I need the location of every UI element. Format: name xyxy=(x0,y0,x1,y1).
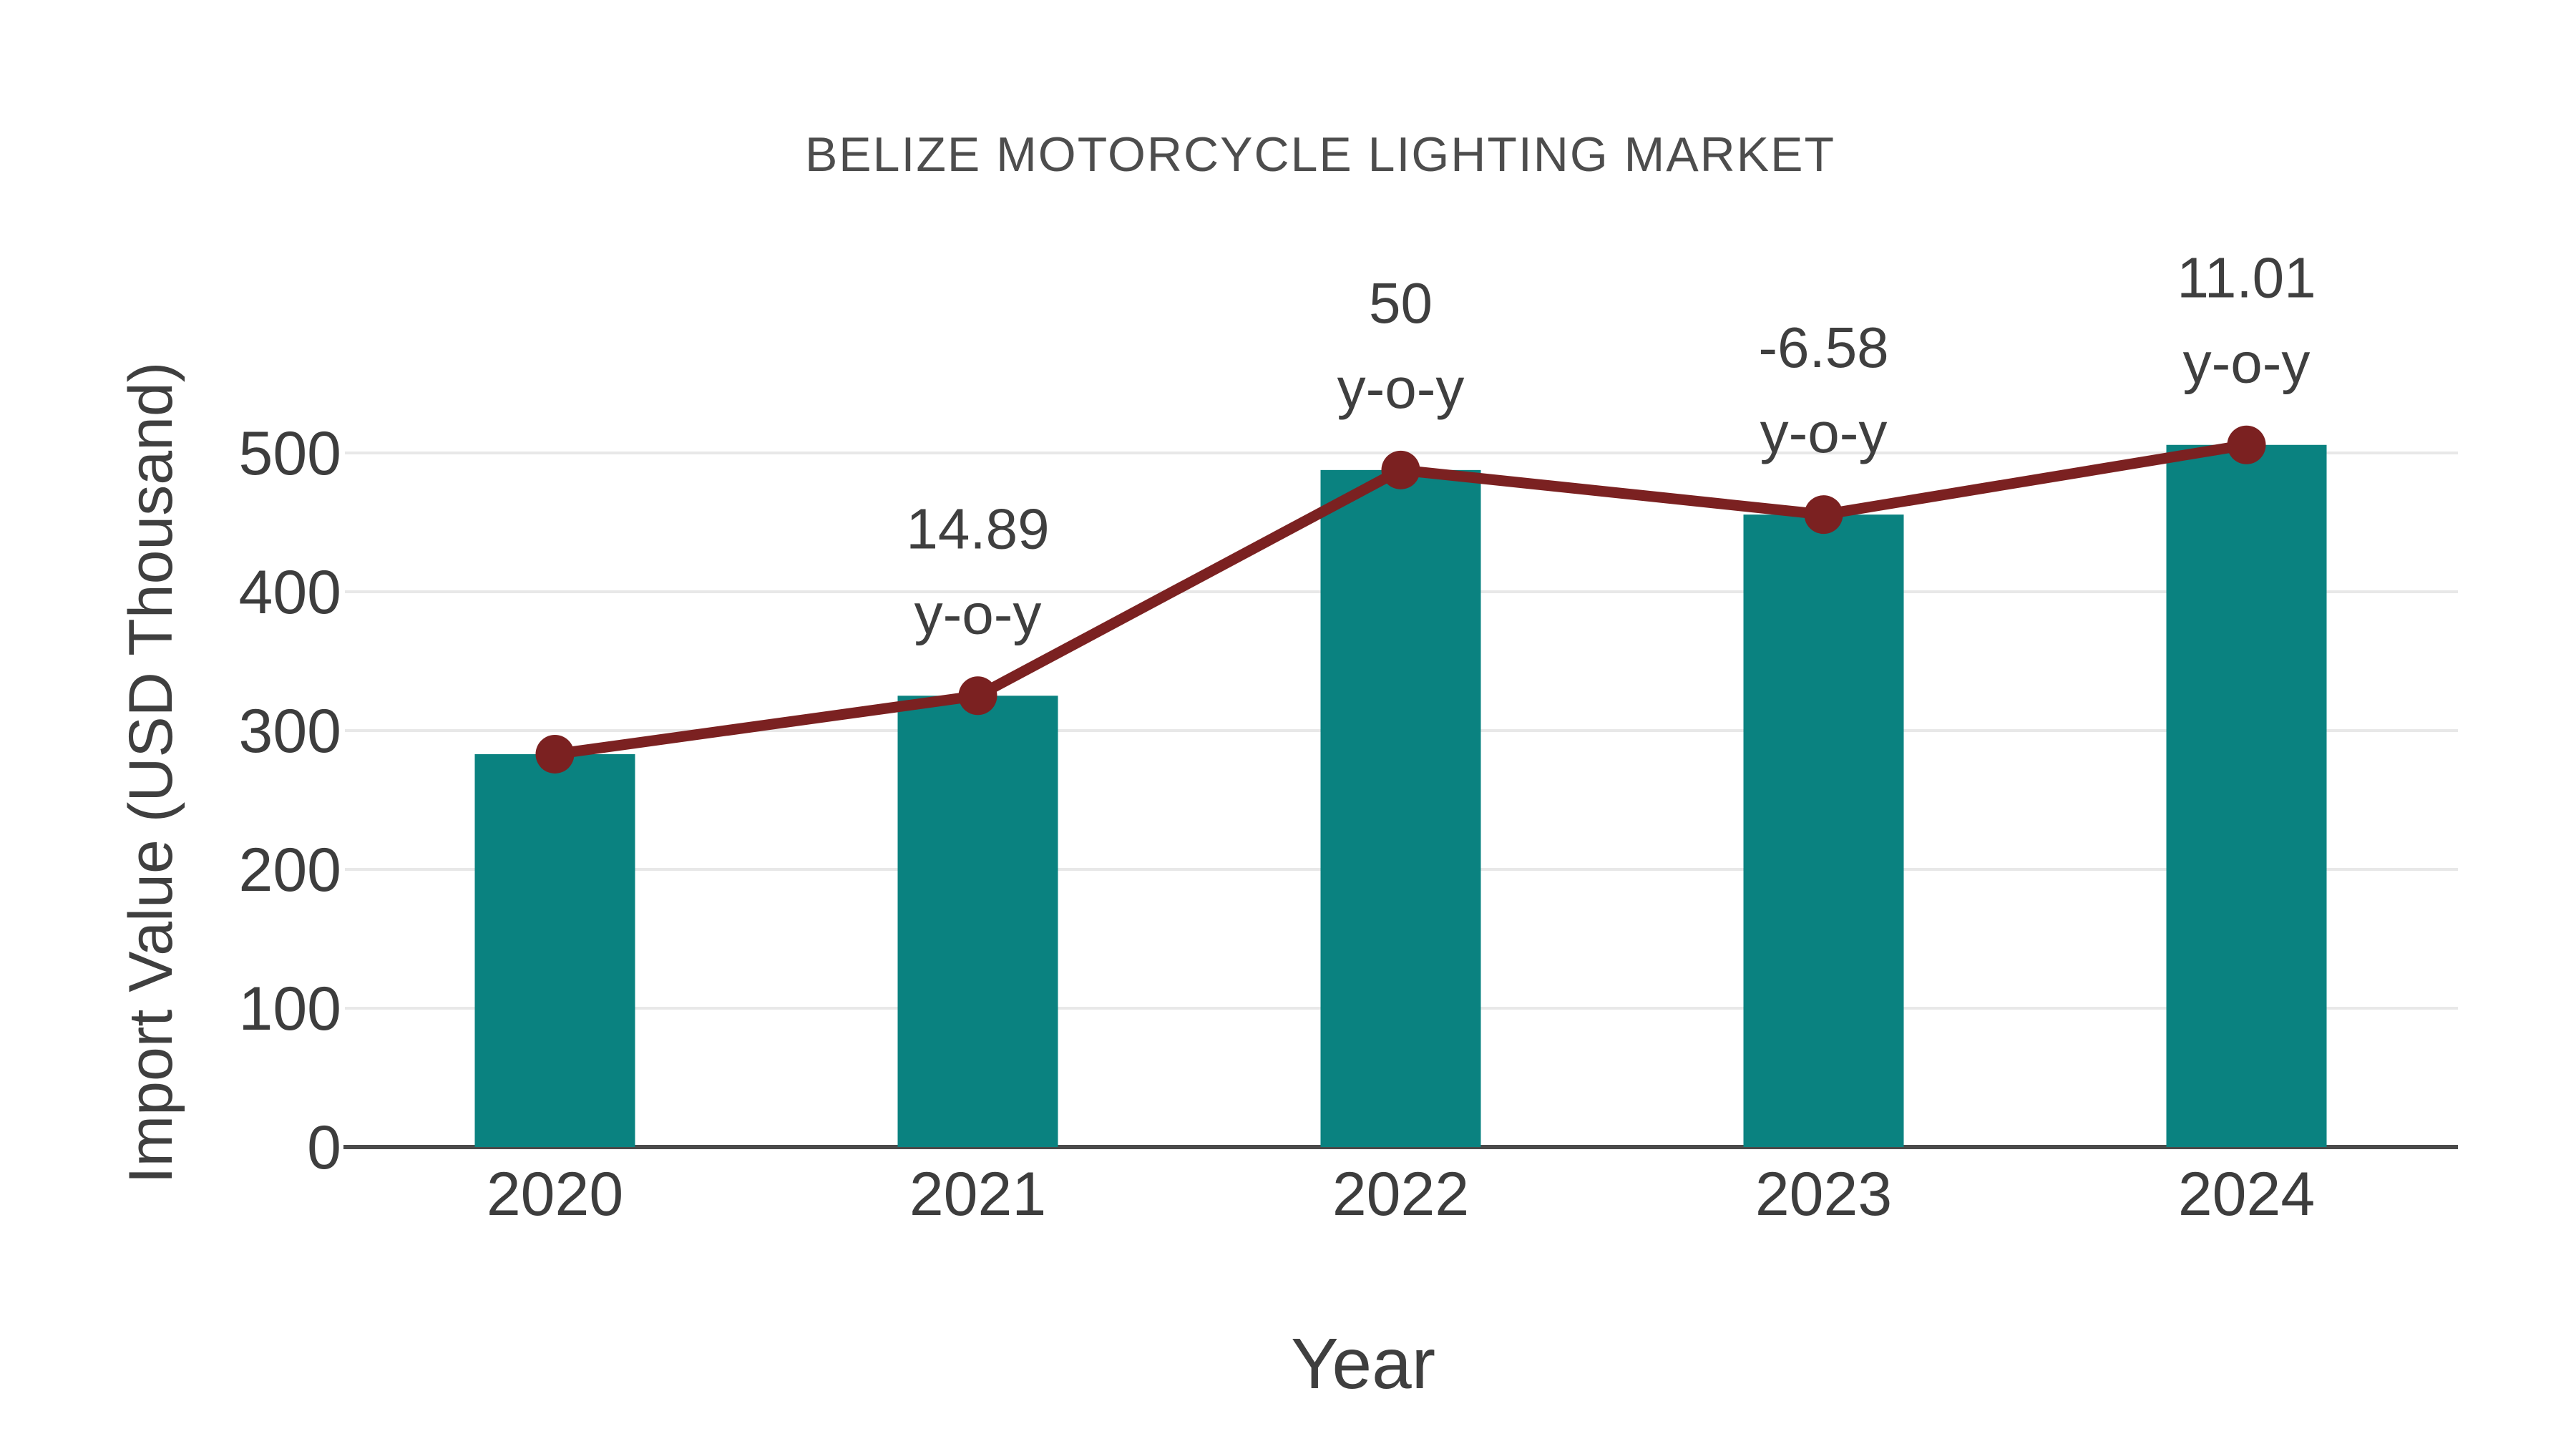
line-marker-2020 xyxy=(535,734,575,774)
line-series-group xyxy=(535,425,2266,774)
line-marker-2022 xyxy=(1381,450,1420,489)
annotation-value-2024: 11.01 xyxy=(2177,246,2316,310)
y-tick-label-500: 500 xyxy=(239,419,342,488)
annotation-label-2024: y-o-y xyxy=(2183,331,2311,395)
x-tick-label-2022: 2022 xyxy=(1332,1160,1469,1229)
x-axis-title: Year xyxy=(1291,1324,1435,1404)
chart-title: BELIZE MOTORCYCLE LIGHTING MARKET xyxy=(805,127,1835,182)
x-tick-label-2024: 2024 xyxy=(2178,1160,2315,1229)
y-tick-label-0: 0 xyxy=(307,1113,341,1182)
bar-2022 xyxy=(1320,469,1481,1147)
bar-2021 xyxy=(897,696,1058,1147)
bars-group xyxy=(474,444,2327,1147)
line-marker-2021 xyxy=(958,676,997,716)
bar-2024 xyxy=(2166,444,2327,1147)
bar-2023 xyxy=(1743,514,1904,1147)
x-tick-label-2020: 2020 xyxy=(487,1160,623,1229)
y-tick-label-200: 200 xyxy=(239,836,342,904)
bar-2020 xyxy=(474,753,635,1147)
annotation-label-2022: y-o-y xyxy=(1337,356,1465,420)
x-tick-label-2023: 2023 xyxy=(1755,1160,1892,1229)
annotation-value-2022: 50 xyxy=(1369,271,1433,335)
y-axis-title: Import Value (USD Thousand) xyxy=(117,362,185,1184)
line-marker-2024 xyxy=(2227,425,2266,464)
y-tick-label-300: 300 xyxy=(239,697,342,766)
annotation-value-2023: -6.58 xyxy=(1758,316,1888,379)
annotation-label-2021: y-o-y xyxy=(914,582,1042,645)
annotation-label-2023: y-o-y xyxy=(1760,401,1888,464)
line-marker-2023 xyxy=(1804,495,1843,535)
y-tick-label-400: 400 xyxy=(239,558,342,627)
x-tick-label-2021: 2021 xyxy=(909,1160,1046,1229)
y-tick-label-100: 100 xyxy=(239,975,342,1043)
annotations-group: 14.89 y-o-y 50 y-o-y -6.58 y-o-y 11.01 y-o-y xyxy=(906,246,2316,646)
y-tick-labels-group: 0 100 200 300 400 500 xyxy=(239,419,342,1182)
x-tick-labels-group: 2020 2021 2022 2023 2024 xyxy=(487,1160,2315,1229)
annotation-value-2021: 14.89 xyxy=(906,497,1049,560)
